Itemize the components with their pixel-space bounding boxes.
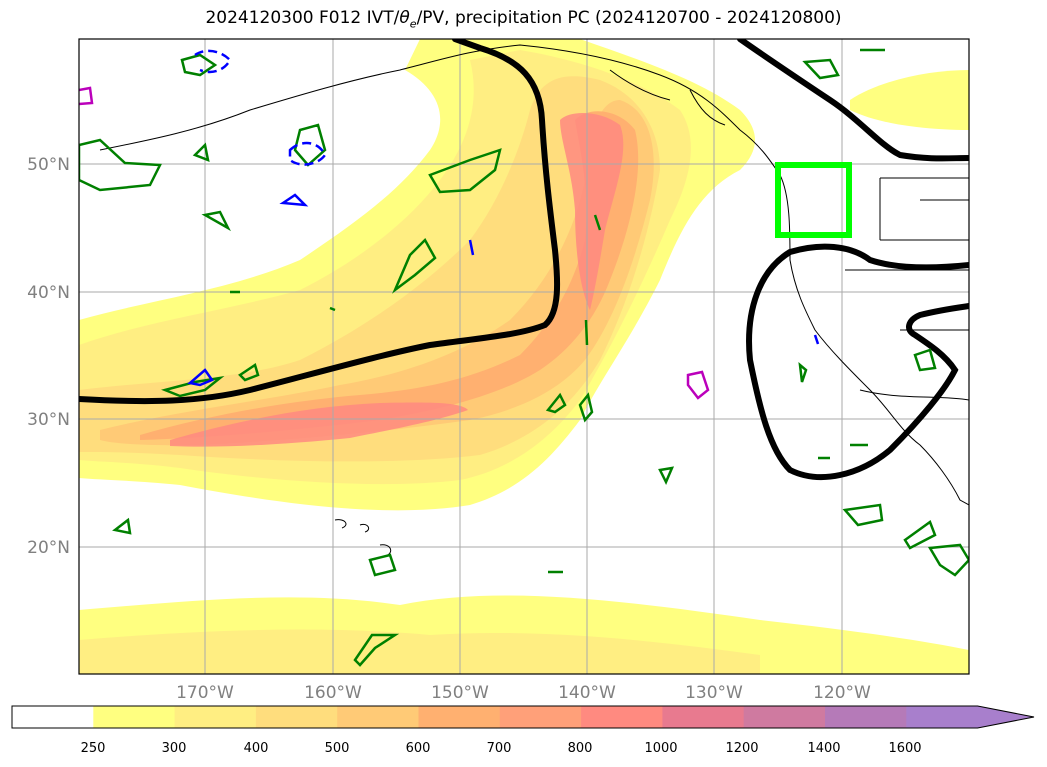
theta-e-contours bbox=[79, 39, 969, 480]
colorbar-tick-label: 1200 bbox=[725, 741, 758, 756]
colorbar-tick-label: 1000 bbox=[644, 741, 677, 756]
lon-label: 140°W bbox=[558, 683, 616, 703]
colorbar-tick-label: 300 bbox=[162, 741, 187, 756]
colorbar-segment bbox=[12, 706, 94, 728]
colorbar-segment bbox=[825, 706, 907, 728]
lat-label: 40°N bbox=[27, 283, 70, 303]
colorbar-segment bbox=[418, 706, 501, 728]
colorbar-segment bbox=[337, 706, 419, 728]
colorbar-segment bbox=[499, 706, 582, 728]
colorbar-segment bbox=[93, 706, 176, 728]
colorbar-tick-label: 700 bbox=[487, 741, 512, 756]
lon-label: 170°W bbox=[176, 683, 234, 703]
colorbar-segment bbox=[662, 706, 745, 728]
colorbar-tick-label: 600 bbox=[406, 741, 431, 756]
colorbar-tick-label: 800 bbox=[568, 741, 593, 756]
pv-other-contours bbox=[79, 86, 710, 400]
lat-label: 30°N bbox=[27, 410, 70, 430]
title-theta-subscript: e bbox=[409, 17, 417, 31]
lon-label: 120°W bbox=[813, 683, 871, 703]
map-frame bbox=[78, 38, 970, 675]
colorbar-segment bbox=[255, 706, 338, 728]
colorbar-tick-label: 500 bbox=[325, 741, 350, 756]
colorbar bbox=[11, 705, 1035, 729]
title-suffix: /PV, precipitation PC (2024120700 - 2024… bbox=[416, 8, 842, 28]
colorbar-outline bbox=[11, 705, 1035, 729]
title-theta: θ bbox=[399, 8, 410, 28]
figure-title: 2024120300 F012 IVT/θe/PV, precipitation… bbox=[0, 8, 1047, 30]
lat-label: 20°N bbox=[27, 538, 70, 558]
colorbar-tick-label: 400 bbox=[244, 741, 269, 756]
colorbar-extend-arrow bbox=[906, 706, 1034, 728]
pv-contours bbox=[187, 49, 820, 387]
lon-label: 150°W bbox=[431, 683, 489, 703]
lon-label: 130°W bbox=[685, 683, 743, 703]
colorbar-tick-label: 250 bbox=[81, 741, 106, 756]
lat-label: 50°N bbox=[27, 155, 70, 175]
colorbar-segment bbox=[743, 706, 826, 728]
colorbar-tick-label: 1600 bbox=[888, 741, 921, 756]
colorbar-segment bbox=[581, 706, 663, 728]
colorbar-tick-label: 1400 bbox=[807, 741, 840, 756]
coastlines bbox=[99, 44, 969, 557]
lon-label: 160°W bbox=[304, 683, 362, 703]
map-panel bbox=[79, 39, 969, 674]
colorbar-segment bbox=[174, 706, 257, 728]
title-prefix: 2024120300 F012 IVT/ bbox=[205, 8, 400, 28]
highlight-box bbox=[775, 162, 852, 238]
colorbar-tick-labels: 250 300 400 500 600 700 800 1000 1200 14… bbox=[81, 741, 922, 756]
